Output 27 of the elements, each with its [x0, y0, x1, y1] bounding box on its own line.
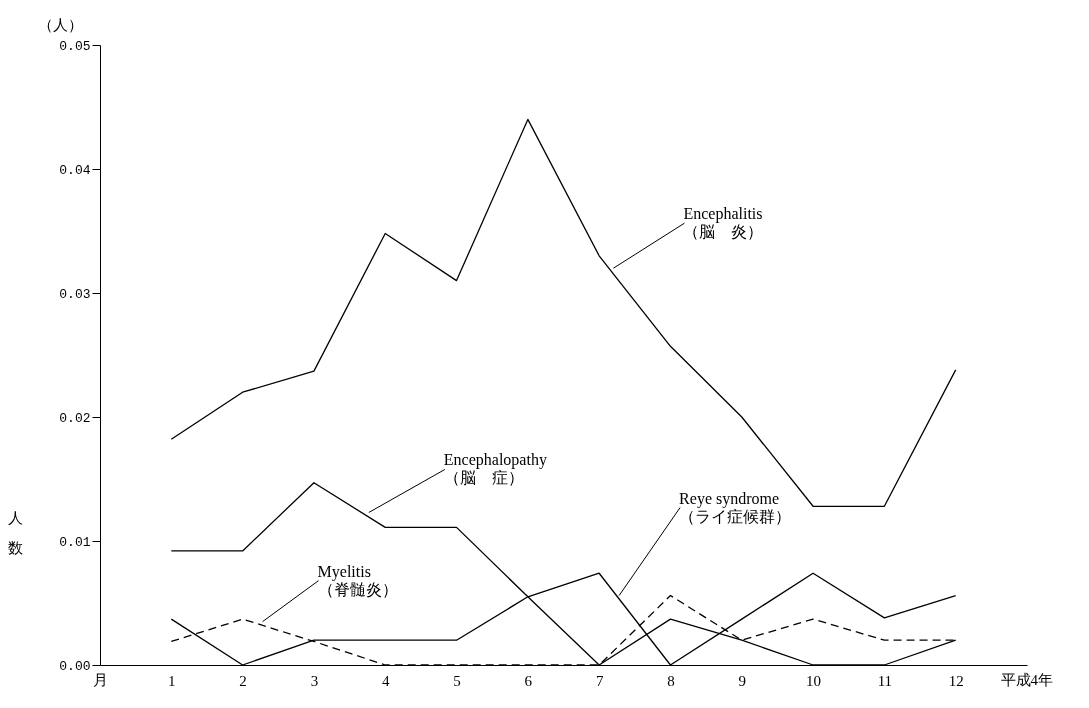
y-tick-label: 0.02	[59, 410, 91, 426]
y-tick-label: 0.05	[59, 38, 91, 54]
x-tick-label: 3	[310, 672, 319, 689]
annotation: Encephalopathy （脳 症）	[443, 451, 547, 487]
x-tick-label: 10	[806, 672, 822, 689]
x-tick-label: 11	[877, 672, 893, 689]
annotation: Reye syndrome （ライ症候群）	[679, 489, 792, 525]
x-tick-label: 2	[239, 672, 247, 689]
y-tick-label: 0.00	[59, 658, 91, 674]
y-tick-label: 0.04	[59, 162, 91, 178]
text: 月	[92, 672, 108, 688]
annotation: Encephalitis （脳 炎）	[683, 205, 764, 241]
x-tick-label: 8	[667, 672, 675, 689]
x-tick-label: 9	[738, 672, 747, 689]
x-axis-title: 平成4年	[1000, 671, 1053, 688]
y-tick-label: 0.03	[59, 286, 91, 302]
annotation: Myelitis （脊髄炎）	[317, 562, 398, 598]
text: （人）	[37, 17, 83, 33]
line-series	[170, 118, 957, 507]
y-tick-label: 0.01	[59, 534, 91, 550]
x-tick-label: 7	[595, 672, 604, 689]
x-tick-label: 5	[453, 672, 461, 689]
x-tick-label: 6	[524, 672, 533, 689]
y-axis-title: 人数	[8, 509, 23, 556]
x-tick-label: 1	[168, 672, 176, 689]
x-tick-label: 4	[381, 672, 390, 689]
x-tick-label: 12	[948, 672, 964, 689]
